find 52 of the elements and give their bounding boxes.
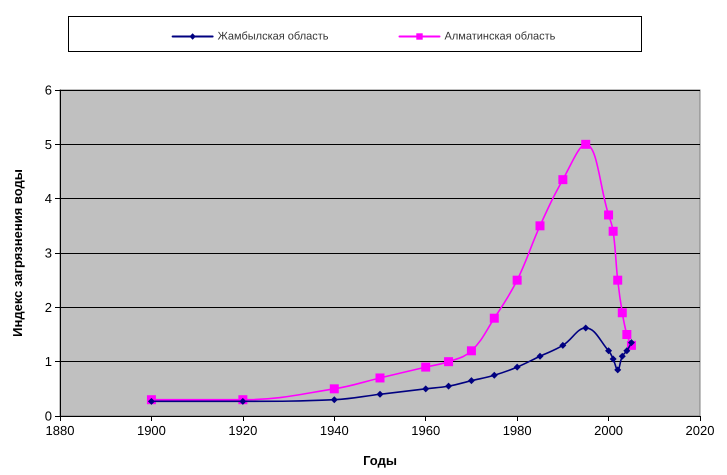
point [445, 382, 452, 390]
point [421, 362, 430, 372]
point [330, 396, 338, 404]
x-tick-label: 1940 [320, 423, 349, 438]
y-tick-label: 1 [44, 354, 52, 370]
point [376, 373, 384, 382]
point [582, 324, 590, 332]
x-axis-title: Годы [363, 453, 397, 468]
x-tick-label: 1920 [228, 423, 258, 438]
x-tick-label: 2020 [686, 423, 714, 438]
point [466, 346, 476, 356]
x-tick-label: 1880 [46, 423, 74, 438]
point [444, 357, 454, 366]
x-tick-label: 2000 [594, 423, 624, 438]
point [610, 355, 617, 362]
legend-label: Алматинская область [444, 30, 556, 42]
point [330, 384, 339, 394]
x-tick-label: 1980 [502, 423, 532, 438]
point [376, 390, 384, 398]
point [614, 366, 622, 374]
point [536, 221, 544, 230]
point [239, 398, 246, 405]
y-tick-label: 5 [44, 136, 52, 152]
point [514, 364, 521, 371]
point [618, 308, 627, 318]
point [628, 339, 635, 346]
point [558, 175, 568, 184]
point [608, 226, 618, 236]
point [618, 352, 626, 360]
y-tick-label: 4 [44, 191, 52, 206]
y-tick-label: 6 [44, 82, 52, 98]
y-axis-title: Индекс загрязнения воды [10, 169, 25, 337]
point [490, 372, 498, 379]
y-tick-label: 0 [44, 408, 52, 424]
point [512, 276, 522, 285]
point [581, 140, 590, 149]
point [490, 314, 499, 323]
point [613, 276, 622, 285]
point [605, 347, 612, 354]
point [536, 352, 544, 360]
x-tick-label: 1900 [136, 423, 166, 438]
point [148, 398, 155, 405]
point [623, 347, 630, 354]
legend-label: Жамбылская область [218, 30, 329, 42]
x-tick-label: 1960 [411, 423, 440, 438]
point [422, 385, 430, 392]
point [604, 210, 614, 220]
y-tick-label: 2 [44, 300, 52, 315]
y-tick-label: 3 [44, 246, 52, 260]
point [622, 330, 632, 339]
point [559, 342, 566, 349]
point [468, 377, 475, 384]
